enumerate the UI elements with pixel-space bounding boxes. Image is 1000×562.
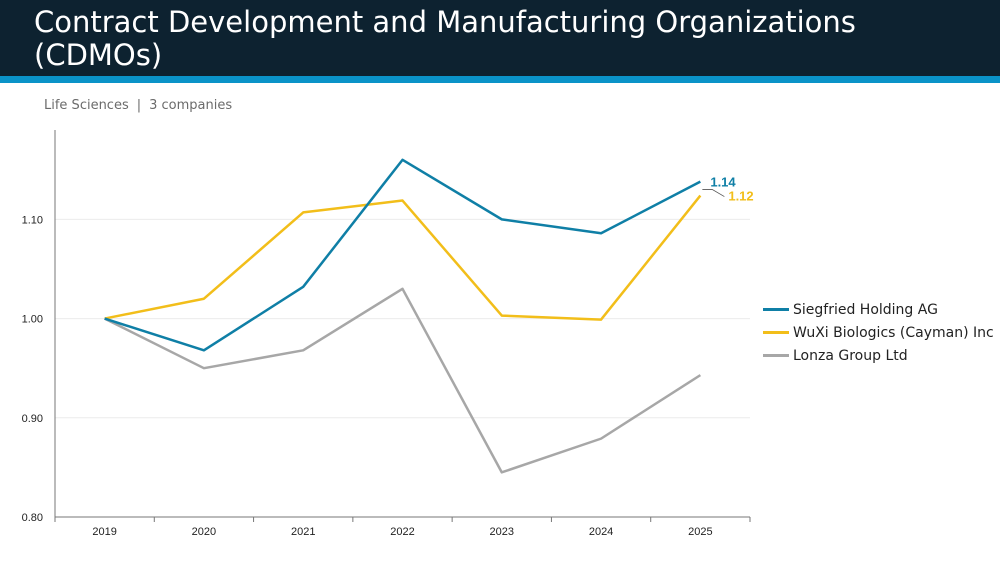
subtitle-sector: Life Sciences bbox=[44, 98, 129, 113]
legend-swatch bbox=[763, 331, 789, 334]
series-line bbox=[104, 158, 701, 352]
header-stripe bbox=[0, 76, 1000, 83]
legend-swatch bbox=[763, 308, 789, 311]
y-tick-label: 1.10 bbox=[22, 214, 43, 226]
legend-label: Lonza Group Ltd bbox=[793, 347, 908, 364]
x-tick-label: 2022 bbox=[390, 526, 414, 538]
legend-label: Siegfried Holding AG bbox=[793, 301, 938, 318]
data-label: 1.12 bbox=[728, 189, 753, 204]
legend-swatch bbox=[763, 354, 789, 357]
chart-legend: Siegfried Holding AG WuXi Biologics (Caym… bbox=[763, 298, 994, 367]
label-leader-line bbox=[702, 189, 725, 197]
x-tick-label: 2023 bbox=[490, 526, 514, 538]
legend-label: WuXi Biologics (Cayman) Inc bbox=[793, 324, 994, 341]
x-tick-label: 2024 bbox=[589, 526, 613, 538]
x-tick-label: 2020 bbox=[192, 526, 216, 538]
legend-item: WuXi Biologics (Cayman) Inc bbox=[763, 321, 994, 344]
series-line bbox=[104, 287, 702, 474]
page-title: Contract Development and Manufacturing O… bbox=[34, 5, 856, 72]
subtitle-separator: | bbox=[136, 98, 142, 113]
subtitle: Life Sciences | 3 companies bbox=[44, 98, 232, 113]
y-tick-label: 0.90 bbox=[22, 413, 43, 425]
subtitle-count: 3 companies bbox=[149, 98, 233, 113]
series-line bbox=[104, 194, 702, 321]
header-bar bbox=[0, 0, 1000, 76]
x-tick-label: 2021 bbox=[291, 526, 315, 538]
y-tick-label: 0.80 bbox=[22, 512, 43, 524]
x-tick-label: 2019 bbox=[92, 526, 116, 538]
y-tick-label: 1.00 bbox=[22, 314, 43, 326]
x-tick-label: 2025 bbox=[688, 526, 712, 538]
legend-item: Lonza Group Ltd bbox=[763, 344, 994, 367]
data-label: 1.14 bbox=[710, 175, 736, 190]
legend-item: Siegfried Holding AG bbox=[763, 298, 994, 321]
